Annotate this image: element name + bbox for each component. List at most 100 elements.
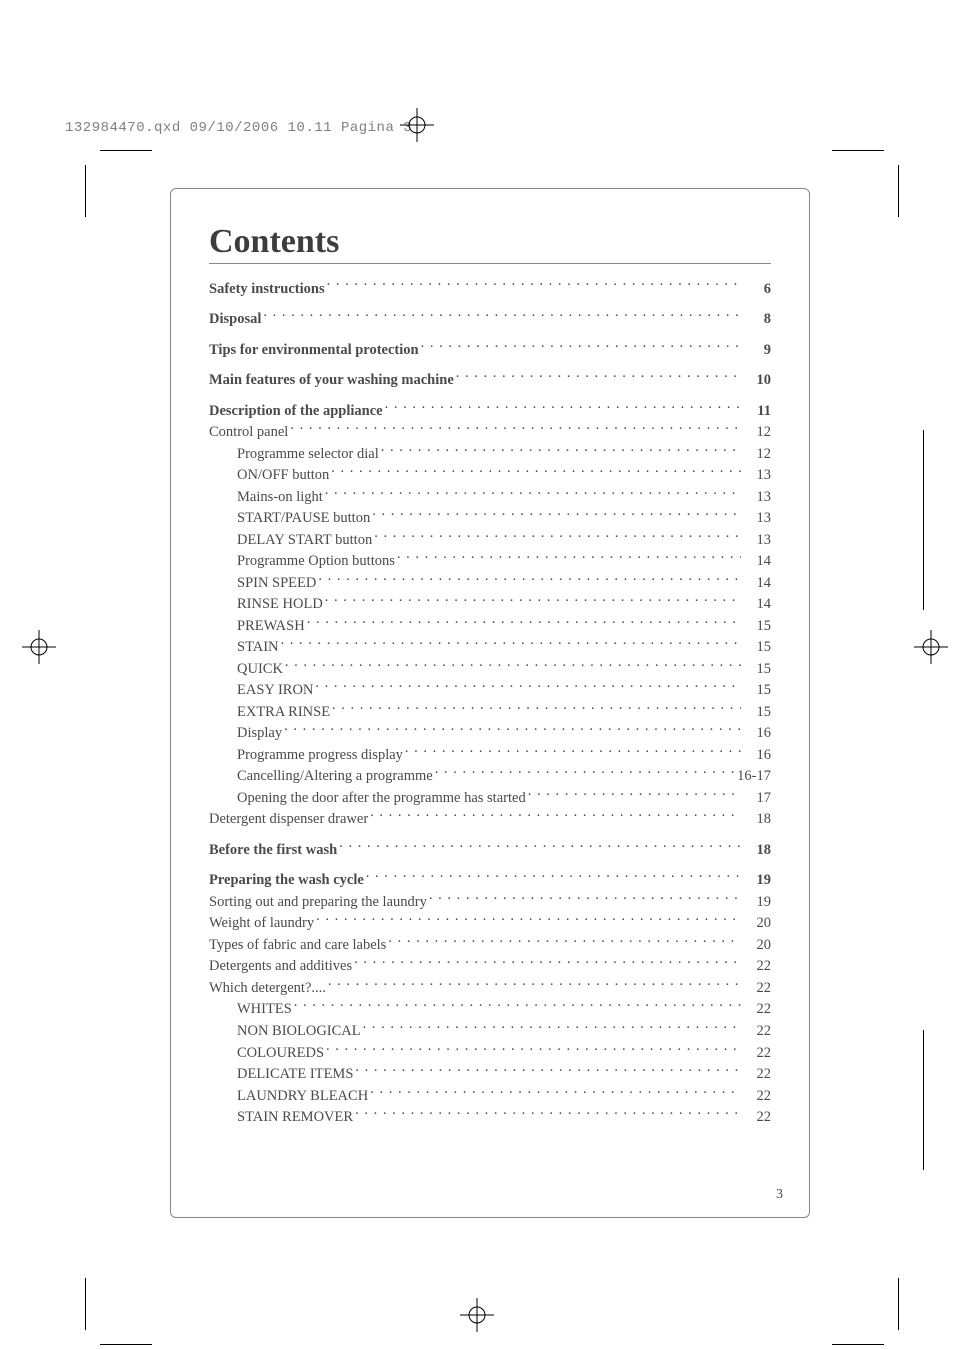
toc-leader <box>332 701 741 716</box>
toc-leader <box>354 956 741 971</box>
toc-leader <box>397 551 741 566</box>
toc-label: PREWASH <box>209 616 305 637</box>
toc-entry: Detergents and additives22 <box>209 956 771 978</box>
toc-entry: Programme Option buttons 14 <box>209 551 771 573</box>
toc-page: 16 <box>743 723 771 744</box>
toc-page: 15 <box>743 702 771 723</box>
toc-entry: EXTRA RINSE15 <box>209 701 771 723</box>
toc-entry: DELICATE ITEMS22 <box>209 1064 771 1086</box>
toc-page: 18 <box>743 809 771 830</box>
toc-label: Control panel <box>209 422 288 443</box>
toc-page: 9 <box>743 340 771 361</box>
toc-entry: EASY IRON15 <box>209 680 771 702</box>
toc-page: 18 <box>743 840 771 861</box>
toc-entry: Mains-on light 13 <box>209 486 771 508</box>
toc-label: Description of the appliance <box>209 401 383 422</box>
toc-label: ON/OFF button <box>209 465 329 486</box>
toc-entry: COLOUREDS22 <box>209 1042 771 1064</box>
toc-label: Disposal <box>209 309 261 330</box>
page-number: 3 <box>776 1187 783 1203</box>
toc-leader <box>339 839 741 854</box>
toc-entry: NON BIOLOGICAL22 <box>209 1021 771 1043</box>
toc-leader <box>370 1085 741 1100</box>
crop-mark <box>85 165 86 217</box>
registration-mark-icon <box>22 630 56 664</box>
toc-page: 14 <box>743 594 771 615</box>
toc-leader <box>325 486 741 501</box>
toc-entry: STAIN15 <box>209 637 771 659</box>
toc-page: 12 <box>743 444 771 465</box>
toc-entry: Tips for environmental protection9 <box>209 339 771 361</box>
toc-page: 22 <box>743 1107 771 1128</box>
toc-label: LAUNDRY BLEACH <box>209 1086 368 1107</box>
toc-entry: Control panel12 <box>209 422 771 444</box>
toc-leader <box>315 680 741 695</box>
page-title: Contents <box>209 223 771 261</box>
toc-entry: Safety instructions 6 <box>209 278 771 300</box>
toc-page: 22 <box>743 956 771 977</box>
toc-label: Types of fabric and care labels <box>209 935 386 956</box>
toc-leader <box>370 809 741 824</box>
toc-page: 13 <box>743 487 771 508</box>
toc-page: 6 <box>743 279 771 300</box>
toc-page: 10 <box>743 370 771 391</box>
toc-leader <box>456 370 741 385</box>
toc-leader <box>263 309 741 324</box>
toc-label: Opening the door after the programme has… <box>209 788 526 809</box>
toc-entry: Preparing the wash cycle19 <box>209 870 771 892</box>
toc-page: 15 <box>743 680 771 701</box>
toc-entry: Opening the door after the programme has… <box>209 787 771 809</box>
toc-entry: Before the first wash18 <box>209 839 771 861</box>
toc-leader <box>328 977 741 992</box>
toc-entry: RINSE HOLD 14 <box>209 594 771 616</box>
toc-label: Display <box>209 723 282 744</box>
toc-page: 17 <box>743 788 771 809</box>
toc-label: Safety instructions <box>209 279 325 300</box>
toc-page: 16 <box>743 745 771 766</box>
toc-page: 13 <box>743 508 771 529</box>
toc-entry: Programme selector dial12 <box>209 443 771 465</box>
toc-label: Which detergent?.... <box>209 978 326 999</box>
toc-page: 15 <box>743 616 771 637</box>
toc-page: 22 <box>743 1043 771 1064</box>
toc-label: Programme Option buttons <box>209 551 395 572</box>
toc-page: 8 <box>743 309 771 330</box>
toc-leader <box>294 999 741 1014</box>
toc-page: 14 <box>743 551 771 572</box>
toc-label: RINSE HOLD <box>209 594 323 615</box>
toc-entry: START/PAUSE button13 <box>209 508 771 530</box>
toc-label: Weight of laundry <box>209 913 314 934</box>
toc-label: QUICK <box>209 659 283 680</box>
toc-page: 22 <box>743 1086 771 1107</box>
toc-entry: Programme progress display 16 <box>209 744 771 766</box>
toc-leader <box>318 572 741 587</box>
toc-page: 11 <box>743 401 771 422</box>
trim-mark <box>923 1030 924 1170</box>
toc-page: 15 <box>743 637 771 658</box>
toc-page: 14 <box>743 573 771 594</box>
crop-mark <box>832 1344 884 1345</box>
toc-page: 13 <box>743 530 771 551</box>
toc-label: SPIN SPEED <box>209 573 316 594</box>
toc-leader <box>285 658 741 673</box>
title-rule <box>209 263 771 264</box>
toc-leader <box>290 422 741 437</box>
toc-entry: WHITES22 <box>209 999 771 1021</box>
toc-label: Mains-on light <box>209 487 323 508</box>
toc-leader <box>327 278 741 293</box>
toc-label: DELAY START button <box>209 530 372 551</box>
print-header: 132984470.qxd 09/10/2006 10.11 Pagina 3 <box>65 120 412 136</box>
toc-leader <box>326 1042 741 1057</box>
toc-leader <box>372 508 741 523</box>
toc-leader <box>281 637 741 652</box>
toc-label: Programme progress display <box>209 745 403 766</box>
page-body: Contents Safety instructions 6 Disposal 8 Ti… <box>170 188 810 1218</box>
toc-leader <box>381 443 741 458</box>
toc-leader <box>366 870 741 885</box>
toc-entry: Which detergent?.... 22 <box>209 977 771 999</box>
toc-leader <box>355 1107 741 1122</box>
toc-entry: ON/OFF button13 <box>209 465 771 487</box>
toc-entry: Display 16 <box>209 723 771 745</box>
toc-page: 22 <box>743 978 771 999</box>
toc-entry: Detergent dispenser drawer18 <box>209 809 771 831</box>
